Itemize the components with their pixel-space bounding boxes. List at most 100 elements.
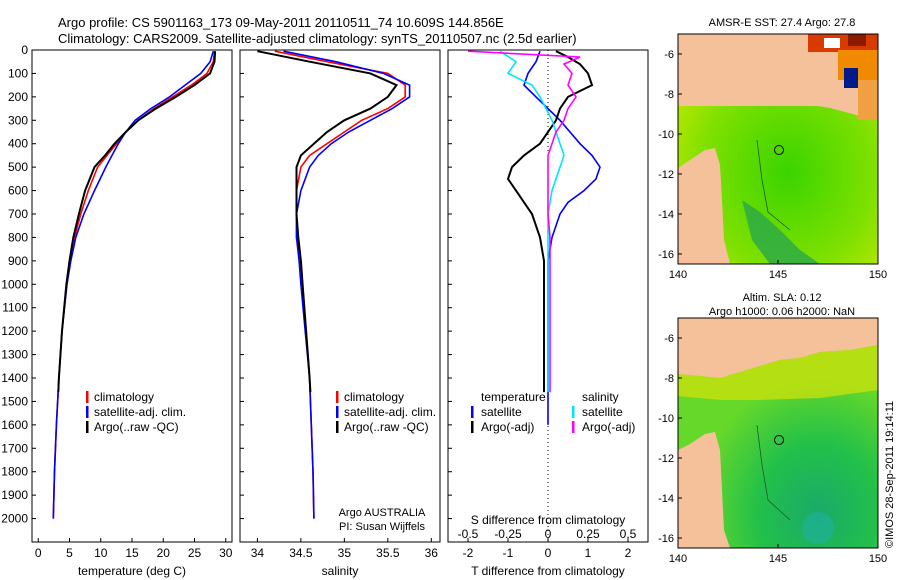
depth-tick-label: 900 [8, 254, 28, 268]
new-guinea-land [678, 318, 878, 378]
sst-map-axes: 140 145 150 -6 -8 -10 -12 -14 -16 [658, 49, 887, 281]
header-line1: Argo profile: CS 5901163_173 09-May-2011… [58, 15, 504, 30]
series-line-argo-raw-qc- [57, 51, 217, 393]
series-line-salinity-satellite [499, 50, 565, 393]
x-tick-label: 35 [338, 546, 352, 560]
map-y-tick-label: -14 [658, 493, 674, 505]
x-tick-label: 5 [66, 546, 73, 560]
x-tick-label-t: -2 [463, 546, 474, 560]
sst-hot-patch [848, 34, 866, 46]
depth-tick-label: 1300 [1, 348, 28, 362]
map-y-tick-label: -16 [658, 249, 674, 261]
x-tick-label-t: -1 [503, 546, 514, 560]
x-tick-label: 20 [157, 546, 171, 560]
legend-swatch-argo [86, 421, 89, 433]
legend-label: Argo(..raw -QC) [94, 420, 179, 434]
legend-swatch-t-argo [471, 421, 474, 433]
difference-plot: -2 -1 0 1 2 -0.5 -0.25 0 0.25 0.5 [458, 50, 637, 560]
depth-tick-label: 2000 [1, 512, 28, 526]
x-tick-label: 34 [251, 546, 265, 560]
map-x-tick-label: 140 [669, 269, 687, 281]
legend-label: climatology [344, 390, 404, 404]
legend-swatch-s-argo [572, 421, 575, 433]
sst-missing-patch [824, 38, 840, 48]
map-y-tick-label: -8 [664, 373, 674, 385]
x-tick-label: 36 [425, 546, 439, 560]
argo-location-marker [774, 435, 784, 445]
sla-map-subtitle: Argo h1000: 0.06 h2000: NaN [709, 306, 855, 318]
x-tick-label: 35.5 [376, 546, 400, 560]
sdiff-xlabel: S difference from climatology [471, 513, 626, 527]
imos-credit: ©IMOS 28-Sep-2011 19:14:11 [884, 401, 896, 548]
annotation-argo-australia: Argo AUSTRALIA [339, 507, 426, 519]
legend-swatch-climatology [336, 391, 339, 403]
depth-contour [756, 424, 791, 521]
salinity-xlabel: salinity [322, 564, 359, 578]
legend-swatch-satellite [336, 406, 339, 418]
x-tick-label: 15 [125, 546, 139, 560]
x-tick-label-t: 0 [545, 546, 552, 560]
legend-swatch-s-satellite [572, 406, 575, 418]
map-x-tick-label: 145 [769, 269, 787, 281]
difference-legend: temperature satellite Argo(-adj) salinit… [471, 390, 635, 434]
sst-warm-patch [858, 80, 878, 120]
legend-label: Argo(-adj) [582, 420, 635, 434]
map-x-tick-label: 150 [869, 553, 887, 565]
legend-label: satellite [582, 405, 623, 419]
sst-map-title: AMSR-E SST: 27.4 Argo: 27.8 [709, 17, 856, 29]
depth-tick-label: 800 [8, 230, 28, 244]
legend-heading-salinity: salinity [582, 390, 619, 404]
map-y-tick-label: -6 [664, 49, 674, 61]
legend-swatch-argo [336, 421, 339, 433]
x-tick-label: 10 [94, 546, 108, 560]
depth-tick-label: 1600 [1, 418, 28, 432]
legend-label: satellite [481, 405, 522, 419]
map-y-tick-label: -10 [658, 413, 674, 425]
shelf-zone [742, 200, 820, 264]
land-patch [678, 34, 878, 118]
depth-tick-label: 1100 [2, 301, 28, 315]
map-y-tick-label: -10 [658, 129, 674, 141]
temperature-legend: climatology satellite-adj. clim. Argo(..… [86, 390, 186, 434]
depth-tick-label: 1700 [1, 441, 28, 455]
sst-cold-patch [844, 68, 858, 88]
series-line-satellite-adj-clim- [52, 50, 215, 519]
map-x-tick-label: 150 [869, 269, 887, 281]
map-y-tick-label: -8 [664, 89, 674, 101]
map-x-tick-label: 145 [769, 553, 787, 565]
depth-tick-label: 500 [8, 160, 28, 174]
cape-york-land [678, 432, 730, 548]
legend-label: satellite-adj. clim. [344, 405, 436, 419]
x-tick-label: 25 [188, 546, 202, 560]
x-tick-label: 34.5 [289, 546, 313, 560]
depth-tick-label: 1500 [1, 394, 28, 408]
depth-tick-label: 0 [21, 43, 28, 57]
depth-tick-label: 200 [8, 90, 28, 104]
header-line2: Climatology: CARS2009. Satellite-adjuste… [58, 31, 577, 46]
sla-low-eddy [802, 512, 834, 544]
legend-label: Argo(-adj) [481, 420, 534, 434]
depth-tick-label: 1900 [1, 488, 28, 502]
salinity-plot: 34 34.5 35 35.5 36 [251, 50, 439, 560]
depth-tick-label: 1800 [1, 465, 28, 479]
temperature-plot: 0 5 10 15 20 25 30 [35, 50, 233, 560]
depth-tick-label: 1400 [1, 371, 28, 385]
legend-label: satellite-adj. clim. [94, 405, 186, 419]
map-y-tick-label: -12 [658, 169, 674, 181]
series-line-temperature-argo-adj- [506, 50, 594, 393]
map-y-tick-label: -6 [664, 333, 674, 345]
depth-contour [756, 139, 791, 231]
map-y-tick-label: -12 [658, 453, 674, 465]
map-y-tick-label: -14 [658, 209, 674, 221]
legend-swatch-satellite [86, 406, 89, 418]
x-tick-label-s: -0.25 [494, 527, 522, 541]
depth-tick-label: 700 [8, 207, 28, 221]
legend-label: Argo(..raw -QC) [344, 420, 429, 434]
sla-map-title: Altim. SLA: 0.12 [743, 292, 822, 304]
annotation-pi: PI: Susan Wijffels [339, 521, 425, 533]
salinity-legend: climatology satellite-adj. clim. Argo(..… [336, 390, 436, 533]
x-tick-label-s: 0 [545, 527, 552, 541]
depth-tick-label: 1200 [1, 324, 28, 338]
depth-tick-label: 1000 [1, 277, 28, 291]
